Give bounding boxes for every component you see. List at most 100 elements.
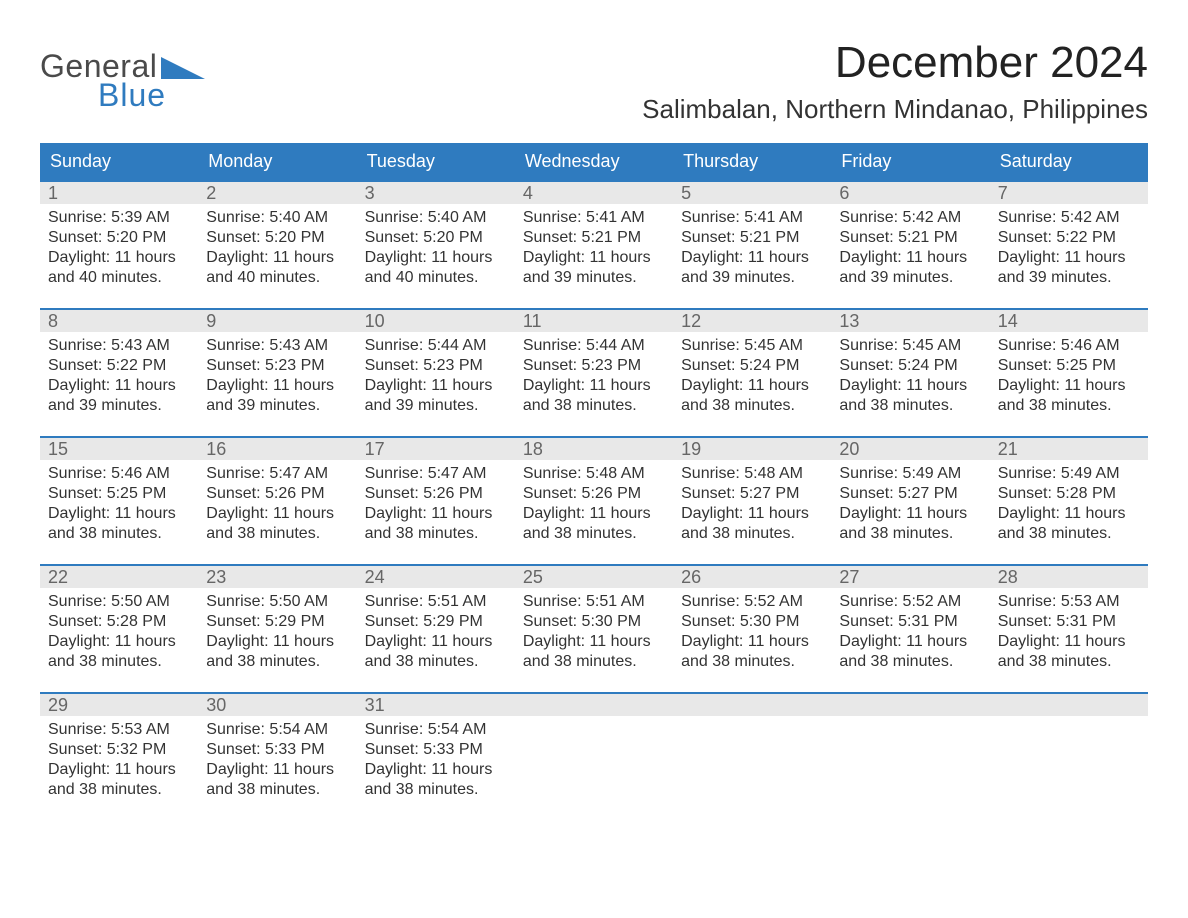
sunset-line: Sunset: 5:29 PM	[206, 612, 348, 632]
day-number: 5	[673, 182, 831, 204]
daylight-line-2: and 38 minutes.	[681, 524, 823, 544]
day-number: 25	[515, 566, 673, 588]
col-mon: Monday	[198, 143, 356, 181]
day-cell: 21Sunrise: 5:49 AMSunset: 5:28 PMDayligh…	[990, 437, 1148, 565]
day-cell: 12Sunrise: 5:45 AMSunset: 5:24 PMDayligh…	[673, 309, 831, 437]
sunrise-line: Sunrise: 5:42 AM	[839, 208, 981, 228]
daylight-line-2: and 40 minutes.	[206, 268, 348, 288]
sunset-line: Sunset: 5:24 PM	[681, 356, 823, 376]
day-cell: 3Sunrise: 5:40 AMSunset: 5:20 PMDaylight…	[357, 181, 515, 309]
sunrise-line: Sunrise: 5:46 AM	[48, 464, 190, 484]
day-cell: 31Sunrise: 5:54 AMSunset: 5:33 PMDayligh…	[357, 693, 515, 820]
week-row: 1 Sunrise: 5:39 AM Sunset: 5:20 PM Daylight…	[40, 181, 1148, 309]
daylight-line-2: and 38 minutes.	[681, 396, 823, 416]
sunset-line: Sunset: 5:22 PM	[48, 356, 190, 376]
col-sat: Saturday	[990, 143, 1148, 181]
sunrise-line: Sunrise: 5:43 AM	[48, 336, 190, 356]
sunrise-line: Sunrise: 5:41 AM	[523, 208, 665, 228]
brand-logo: General Blue	[40, 48, 205, 114]
day-body	[990, 716, 1148, 804]
daylight-line-1: Daylight: 11 hours	[48, 248, 190, 268]
daylight-line-1: Daylight: 11 hours	[206, 504, 348, 524]
day-cell	[831, 693, 989, 820]
sunrise-line: Sunrise: 5:48 AM	[523, 464, 665, 484]
sunset-line: Sunset: 5:26 PM	[365, 484, 507, 504]
daylight-line-1: Daylight: 11 hours	[523, 504, 665, 524]
daylight-line-1: Daylight: 11 hours	[206, 248, 348, 268]
day-cell: 5Sunrise: 5:41 AMSunset: 5:21 PMDaylight…	[673, 181, 831, 309]
sunset-line: Sunset: 5:20 PM	[365, 228, 507, 248]
daylight-line-1: Daylight: 11 hours	[839, 632, 981, 652]
day-body: Sunrise: 5:50 AMSunset: 5:29 PMDaylight:…	[198, 588, 356, 676]
day-body: Sunrise: 5:51 AMSunset: 5:30 PMDaylight:…	[515, 588, 673, 676]
sunrise-line: Sunrise: 5:52 AM	[839, 592, 981, 612]
day-body: Sunrise: 5:40 AMSunset: 5:20 PMDaylight:…	[357, 204, 515, 292]
daylight-line-2: and 38 minutes.	[839, 652, 981, 672]
day-body: Sunrise: 5:53 AMSunset: 5:32 PMDaylight:…	[40, 716, 198, 804]
col-fri: Friday	[831, 143, 989, 181]
day-number: 3	[357, 182, 515, 204]
calendar-page: General Blue December 2024 Salimbalan, N…	[0, 0, 1188, 918]
day-body: Sunrise: 5:50 AMSunset: 5:28 PMDaylight:…	[40, 588, 198, 676]
daylight-line-1: Daylight: 11 hours	[365, 504, 507, 524]
day-cell: 15Sunrise: 5:46 AMSunset: 5:25 PMDayligh…	[40, 437, 198, 565]
day-body: Sunrise: 5:47 AMSunset: 5:26 PMDaylight:…	[198, 460, 356, 548]
day-number: 4	[515, 182, 673, 204]
sunset-line: Sunset: 5:25 PM	[998, 356, 1140, 376]
day-number: 20	[831, 438, 989, 460]
day-cell: 4Sunrise: 5:41 AMSunset: 5:21 PMDaylight…	[515, 181, 673, 309]
col-wed: Wednesday	[515, 143, 673, 181]
day-number: 12	[673, 310, 831, 332]
day-cell: 18Sunrise: 5:48 AMSunset: 5:26 PMDayligh…	[515, 437, 673, 565]
daylight-line-1: Daylight: 11 hours	[523, 632, 665, 652]
day-number	[673, 694, 831, 716]
day-cell: 20Sunrise: 5:49 AMSunset: 5:27 PMDayligh…	[831, 437, 989, 565]
day-body: Sunrise: 5:43 AMSunset: 5:22 PMDaylight:…	[40, 332, 198, 420]
day-number: 1	[40, 182, 198, 204]
day-cell: 23Sunrise: 5:50 AMSunset: 5:29 PMDayligh…	[198, 565, 356, 693]
sunrise-line: Sunrise: 5:49 AM	[998, 464, 1140, 484]
daylight-line-2: and 38 minutes.	[365, 652, 507, 672]
daylight-line-1: Daylight: 11 hours	[998, 632, 1140, 652]
day-body	[831, 716, 989, 804]
daylight-line-2: and 40 minutes.	[48, 268, 190, 288]
sunrise-line: Sunrise: 5:53 AM	[998, 592, 1140, 612]
sunset-line: Sunset: 5:27 PM	[681, 484, 823, 504]
sunset-line: Sunset: 5:30 PM	[523, 612, 665, 632]
daylight-line-1: Daylight: 11 hours	[206, 376, 348, 396]
daylight-line-2: and 39 minutes.	[523, 268, 665, 288]
day-body: Sunrise: 5:48 AMSunset: 5:26 PMDaylight:…	[515, 460, 673, 548]
day-body: Sunrise: 5:49 AMSunset: 5:28 PMDaylight:…	[990, 460, 1148, 548]
day-number: 11	[515, 310, 673, 332]
header-row: General Blue December 2024 Salimbalan, N…	[40, 28, 1148, 137]
col-sun: Sunday	[40, 143, 198, 181]
sunset-line: Sunset: 5:21 PM	[839, 228, 981, 248]
day-body: Sunrise: 5:44 AMSunset: 5:23 PMDaylight:…	[357, 332, 515, 420]
day-number: 10	[357, 310, 515, 332]
daylight-line-1: Daylight: 11 hours	[839, 504, 981, 524]
day-number: 27	[831, 566, 989, 588]
day-cell: 9Sunrise: 5:43 AMSunset: 5:23 PMDaylight…	[198, 309, 356, 437]
day-cell: 25Sunrise: 5:51 AMSunset: 5:30 PMDayligh…	[515, 565, 673, 693]
daylight-line-2: and 38 minutes.	[523, 524, 665, 544]
daylight-line-2: and 38 minutes.	[998, 652, 1140, 672]
day-number: 24	[357, 566, 515, 588]
sunrise-line: Sunrise: 5:40 AM	[365, 208, 507, 228]
day-body	[515, 716, 673, 804]
sunrise-line: Sunrise: 5:50 AM	[206, 592, 348, 612]
daylight-line-1: Daylight: 11 hours	[206, 760, 348, 780]
day-number	[515, 694, 673, 716]
day-number: 2	[198, 182, 356, 204]
sunset-line: Sunset: 5:29 PM	[365, 612, 507, 632]
sunrise-line: Sunrise: 5:39 AM	[48, 208, 190, 228]
day-number: 28	[990, 566, 1148, 588]
day-cell: 2Sunrise: 5:40 AMSunset: 5:20 PMDaylight…	[198, 181, 356, 309]
sunset-line: Sunset: 5:30 PM	[681, 612, 823, 632]
sunset-line: Sunset: 5:25 PM	[48, 484, 190, 504]
sunrise-line: Sunrise: 5:49 AM	[839, 464, 981, 484]
day-cell	[990, 693, 1148, 820]
day-cell: 22Sunrise: 5:50 AMSunset: 5:28 PMDayligh…	[40, 565, 198, 693]
day-body: Sunrise: 5:44 AMSunset: 5:23 PMDaylight:…	[515, 332, 673, 420]
daylight-line-1: Daylight: 11 hours	[681, 632, 823, 652]
day-body: Sunrise: 5:42 AMSunset: 5:21 PMDaylight:…	[831, 204, 989, 292]
